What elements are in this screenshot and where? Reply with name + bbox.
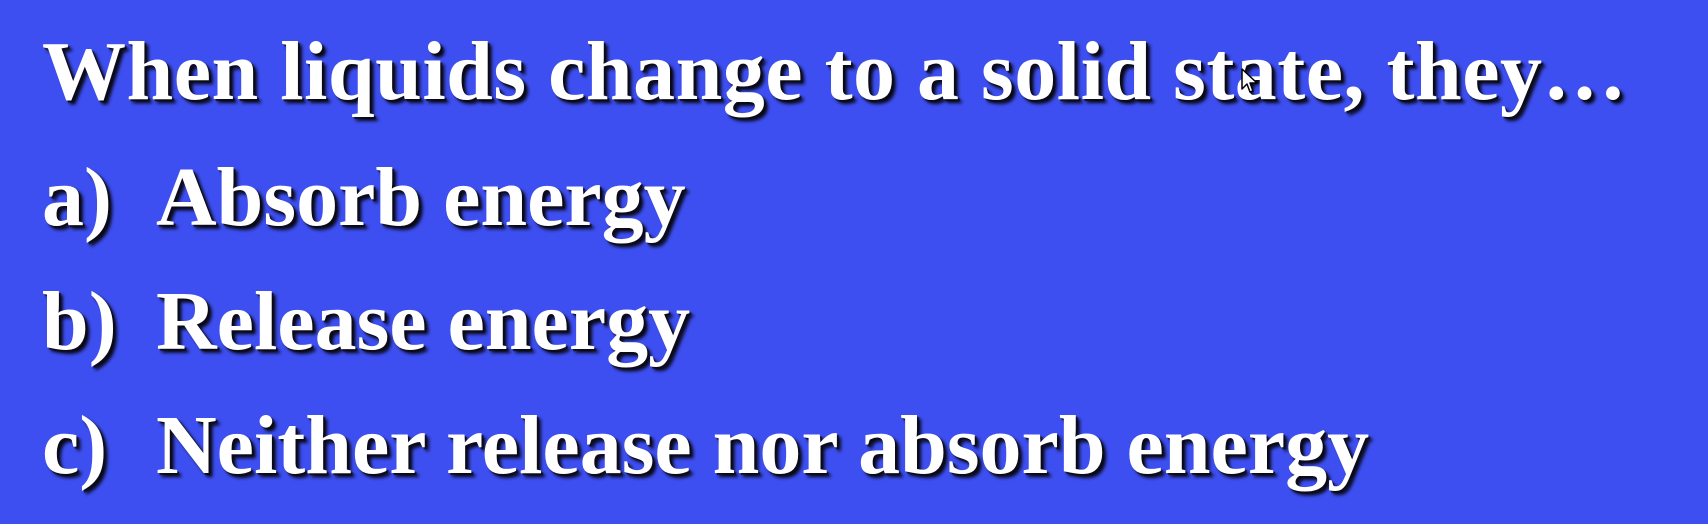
option-text: Neither release nor absorb energy — [156, 399, 1370, 492]
mouse-pointer-icon — [1241, 68, 1258, 93]
answer-option-a[interactable]: a) Absorb energy — [42, 148, 686, 248]
option-text: Absorb energy — [156, 151, 686, 244]
option-text: Release energy — [156, 275, 691, 368]
question-title: When liquids change to a solid state, th… — [42, 25, 1628, 118]
option-letter: b) — [42, 275, 117, 368]
answer-option-b[interactable]: b) Release energy — [42, 272, 690, 372]
option-letter: c) — [42, 399, 108, 492]
option-letter: a) — [42, 151, 112, 244]
answer-option-c[interactable]: c) Neither release nor absorb energy — [42, 396, 1369, 496]
